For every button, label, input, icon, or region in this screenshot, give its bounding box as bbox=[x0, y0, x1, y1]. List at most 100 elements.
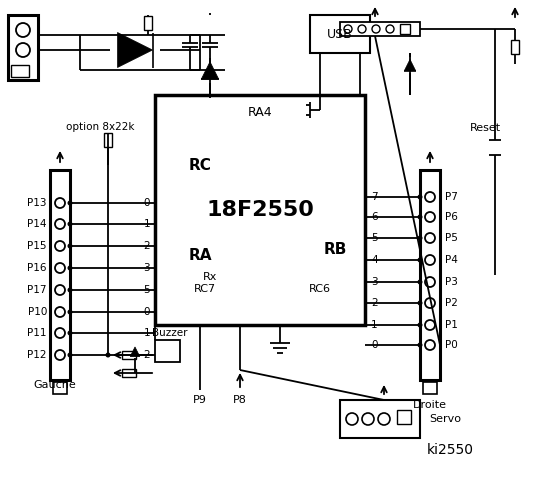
Circle shape bbox=[418, 215, 422, 219]
Text: 0: 0 bbox=[371, 340, 378, 350]
Circle shape bbox=[425, 233, 435, 243]
Circle shape bbox=[55, 328, 65, 338]
Text: RA4: RA4 bbox=[248, 107, 272, 120]
Circle shape bbox=[67, 352, 72, 358]
Bar bbox=[420, 170, 440, 380]
Circle shape bbox=[418, 323, 422, 327]
Text: 4: 4 bbox=[371, 255, 378, 265]
Text: 18F2550: 18F2550 bbox=[206, 200, 314, 220]
Text: Rx: Rx bbox=[203, 272, 217, 282]
Text: 6: 6 bbox=[371, 212, 378, 222]
Text: RB: RB bbox=[324, 242, 347, 257]
Polygon shape bbox=[117, 33, 153, 68]
Bar bbox=[310, 15, 370, 53]
Bar bbox=[155, 340, 180, 362]
Bar bbox=[122, 369, 136, 377]
Bar bbox=[8, 15, 38, 80]
Text: P13: P13 bbox=[28, 198, 47, 208]
Text: P4: P4 bbox=[445, 255, 458, 265]
Text: P14: P14 bbox=[28, 219, 47, 229]
Circle shape bbox=[346, 413, 358, 425]
Polygon shape bbox=[404, 60, 416, 71]
Text: ki2550: ki2550 bbox=[426, 443, 473, 457]
Text: P15: P15 bbox=[28, 241, 47, 251]
Text: 2: 2 bbox=[371, 298, 378, 308]
Circle shape bbox=[67, 243, 72, 249]
Circle shape bbox=[425, 255, 435, 265]
Circle shape bbox=[55, 285, 65, 295]
Text: 5: 5 bbox=[371, 233, 378, 243]
Text: 3: 3 bbox=[143, 263, 150, 273]
Circle shape bbox=[67, 331, 72, 336]
Text: P5: P5 bbox=[445, 233, 458, 243]
Polygon shape bbox=[201, 62, 219, 79]
Text: P3: P3 bbox=[445, 277, 458, 287]
Bar bbox=[155, 95, 365, 325]
Circle shape bbox=[418, 194, 422, 200]
Text: 0: 0 bbox=[143, 307, 150, 317]
Circle shape bbox=[16, 23, 30, 37]
Text: 3: 3 bbox=[371, 277, 378, 287]
Bar bbox=[511, 40, 519, 54]
Text: 1: 1 bbox=[371, 320, 378, 330]
Text: P11: P11 bbox=[28, 328, 47, 338]
Circle shape bbox=[418, 279, 422, 285]
Circle shape bbox=[55, 307, 65, 317]
Circle shape bbox=[55, 241, 65, 251]
Text: RC7: RC7 bbox=[194, 284, 216, 294]
Bar bbox=[50, 170, 70, 380]
Text: Servo: Servo bbox=[429, 414, 461, 424]
Text: 7: 7 bbox=[371, 192, 378, 202]
Bar bbox=[104, 133, 112, 147]
Text: Droite: Droite bbox=[413, 400, 447, 410]
Text: P2: P2 bbox=[445, 298, 458, 308]
Text: Buzzer: Buzzer bbox=[152, 328, 188, 338]
Circle shape bbox=[425, 340, 435, 350]
Circle shape bbox=[425, 320, 435, 330]
Bar bbox=[400, 24, 410, 34]
Text: P9: P9 bbox=[193, 395, 207, 405]
Polygon shape bbox=[131, 347, 139, 356]
Bar bbox=[397, 410, 411, 424]
Circle shape bbox=[378, 413, 390, 425]
Circle shape bbox=[55, 350, 65, 360]
Circle shape bbox=[16, 43, 30, 57]
Bar bbox=[340, 400, 420, 438]
Circle shape bbox=[362, 413, 374, 425]
Circle shape bbox=[418, 343, 422, 348]
Text: 2: 2 bbox=[143, 350, 150, 360]
Circle shape bbox=[67, 221, 72, 227]
Text: P7: P7 bbox=[445, 192, 458, 202]
Bar bbox=[122, 351, 136, 359]
Text: RA: RA bbox=[188, 248, 212, 263]
Text: 1: 1 bbox=[143, 328, 150, 338]
Circle shape bbox=[425, 298, 435, 308]
Bar bbox=[423, 382, 437, 394]
Text: USB: USB bbox=[327, 27, 353, 40]
Circle shape bbox=[55, 263, 65, 273]
Circle shape bbox=[67, 265, 72, 271]
Text: P6: P6 bbox=[445, 212, 458, 222]
Circle shape bbox=[344, 25, 352, 33]
Text: Gauche: Gauche bbox=[34, 380, 76, 390]
Circle shape bbox=[425, 192, 435, 202]
Bar bbox=[11, 65, 29, 77]
Text: P16: P16 bbox=[28, 263, 47, 273]
Circle shape bbox=[358, 25, 366, 33]
Circle shape bbox=[386, 25, 394, 33]
Circle shape bbox=[418, 300, 422, 305]
Text: Reset: Reset bbox=[469, 123, 500, 133]
Text: option 8x22k: option 8x22k bbox=[66, 122, 134, 132]
Bar bbox=[144, 16, 152, 30]
Text: P0: P0 bbox=[445, 340, 458, 350]
Text: P17: P17 bbox=[28, 285, 47, 295]
Bar bbox=[53, 382, 67, 394]
Text: P10: P10 bbox=[28, 307, 47, 317]
Circle shape bbox=[425, 277, 435, 287]
Text: P1: P1 bbox=[445, 320, 458, 330]
Text: 2: 2 bbox=[143, 241, 150, 251]
Text: RC6: RC6 bbox=[309, 284, 331, 294]
Text: RC: RC bbox=[189, 157, 211, 172]
Circle shape bbox=[418, 257, 422, 263]
Circle shape bbox=[106, 352, 111, 358]
